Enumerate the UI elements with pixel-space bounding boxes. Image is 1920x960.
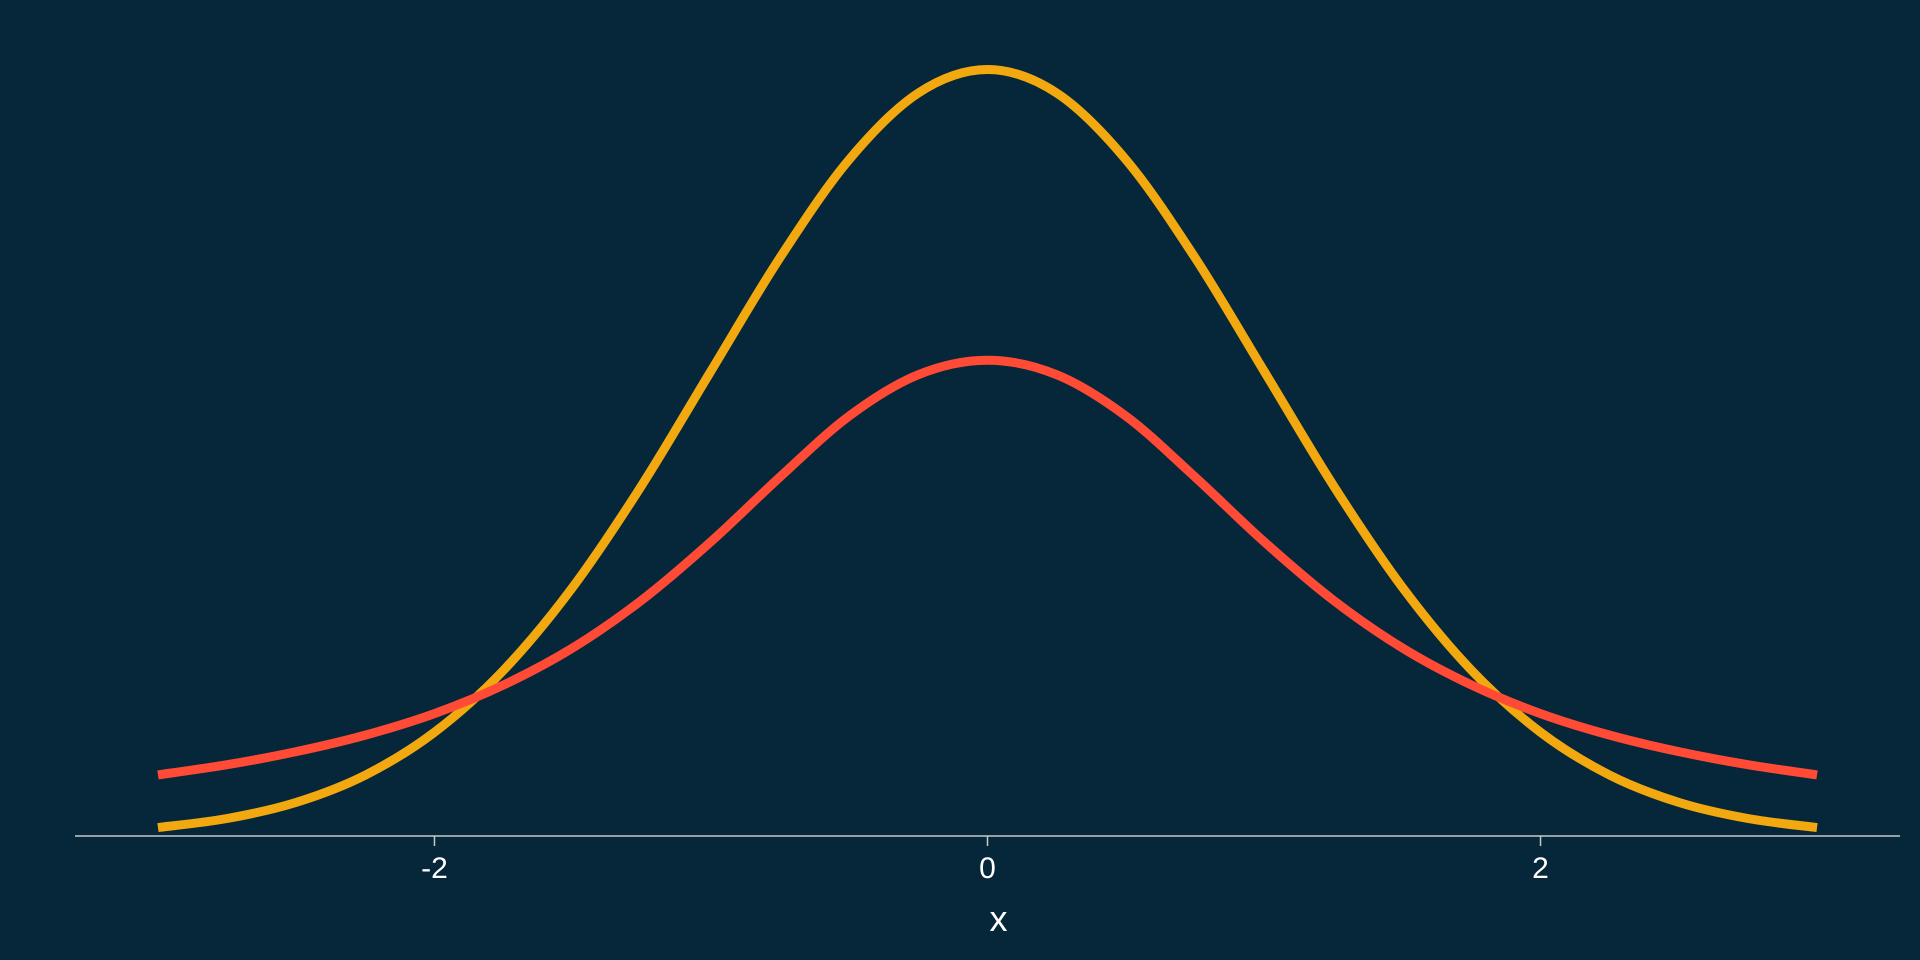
series-layer [157, 65, 1818, 833]
x-tick-label: -2 [421, 852, 448, 885]
series-line-2 [157, 355, 1818, 780]
series-line-1 [157, 65, 1818, 833]
x-axis-title: x [990, 898, 1008, 939]
x-tick-label: 0 [979, 852, 996, 885]
x-tick-label: 2 [1532, 852, 1549, 885]
x-ticks-layer: -2 0 2 [421, 836, 1549, 885]
